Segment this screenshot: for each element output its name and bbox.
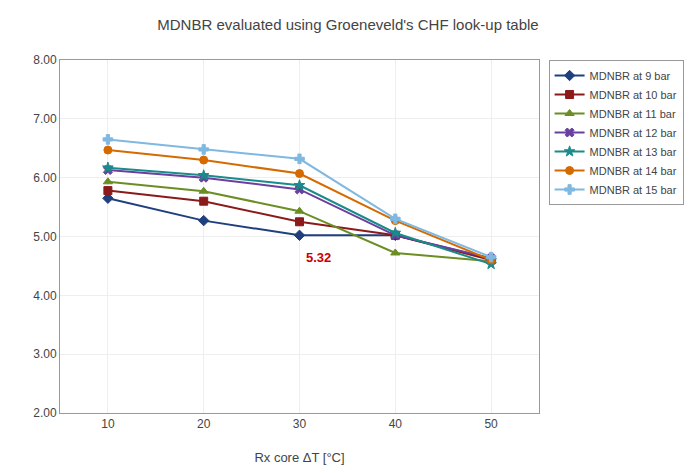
svg-text:7.00: 7.00 [33,112,57,126]
svg-text:MDNBR at 15 bar: MDNBR at 15 bar [590,184,677,196]
svg-text:MDNBR evaluated using Groeneve: MDNBR evaluated using Groeneveld's CHF l… [157,16,538,33]
svg-text:4.00: 4.00 [33,289,57,303]
svg-text:MDNBR at 14 bar: MDNBR at 14 bar [590,165,677,177]
svg-text:40: 40 [389,417,403,431]
svg-text:Rx core ΔT [°C]: Rx core ΔT [°C] [254,450,344,465]
svg-text:6.00: 6.00 [33,171,57,185]
svg-text:50: 50 [484,417,498,431]
svg-text:3.00: 3.00 [33,347,57,361]
svg-text:5.00: 5.00 [33,230,57,244]
svg-text:MDNBR at 11 bar: MDNBR at 11 bar [590,108,676,120]
svg-text:10: 10 [101,417,115,431]
svg-text:MDNBR at 12 bar: MDNBR at 12 bar [590,127,677,139]
svg-text:8.00: 8.00 [33,53,57,67]
svg-text:MDNBR at 13 bar: MDNBR at 13 bar [590,146,677,158]
svg-text:MDNBR at 9 bar: MDNBR at 9 bar [590,70,671,82]
svg-text:20: 20 [197,417,211,431]
svg-text:30: 30 [293,417,307,431]
svg-text:5.32: 5.32 [306,250,331,265]
svg-text:2.00: 2.00 [33,406,57,420]
svg-text:MDNBR at 10 bar: MDNBR at 10 bar [590,89,677,101]
